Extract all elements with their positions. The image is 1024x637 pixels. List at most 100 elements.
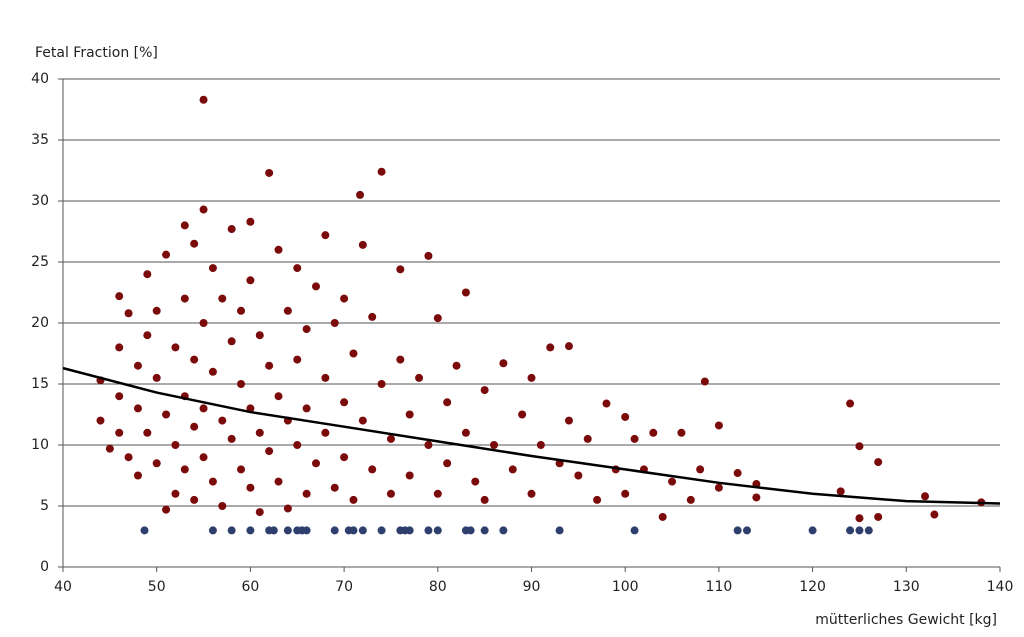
point (293, 264, 302, 273)
point (330, 319, 339, 327)
point (283, 306, 292, 315)
point (199, 453, 208, 462)
point (274, 477, 283, 486)
point (499, 526, 508, 535)
point (508, 465, 517, 474)
point (340, 453, 349, 462)
point (274, 392, 283, 401)
point (115, 428, 124, 437)
point (330, 526, 339, 535)
point (630, 434, 639, 443)
point (124, 453, 133, 462)
point (96, 416, 105, 425)
point (246, 217, 255, 226)
point (443, 459, 452, 468)
point (349, 526, 358, 535)
point (630, 526, 639, 535)
point (874, 512, 883, 521)
point (461, 288, 470, 297)
point (714, 421, 723, 430)
point (405, 410, 414, 419)
point (311, 282, 320, 291)
point (668, 477, 677, 486)
point (115, 343, 124, 352)
point (143, 428, 152, 437)
x-tick-label: 100 (612, 579, 639, 595)
point (162, 410, 171, 419)
point (208, 367, 217, 376)
point (143, 331, 152, 340)
point (321, 231, 330, 240)
point (433, 526, 442, 535)
point (283, 504, 292, 513)
point (162, 505, 171, 514)
point (133, 361, 142, 370)
point (368, 465, 377, 474)
point (386, 489, 395, 498)
point (356, 190, 365, 199)
y-tick-label: 35 (31, 132, 49, 148)
point (443, 398, 452, 407)
point (255, 508, 264, 517)
y-tick-label: 15 (31, 376, 49, 392)
point (133, 471, 142, 480)
point (302, 404, 311, 413)
point (377, 526, 386, 535)
point (396, 265, 405, 274)
point (452, 361, 461, 370)
point (490, 441, 499, 449)
point (208, 477, 217, 486)
point (208, 526, 217, 535)
point (527, 489, 536, 498)
point (190, 355, 199, 364)
point (846, 526, 855, 535)
point (152, 306, 161, 315)
point (855, 442, 864, 451)
point (274, 245, 283, 254)
point (237, 465, 246, 474)
point (105, 444, 114, 453)
point (152, 459, 161, 468)
point (340, 398, 349, 407)
point (180, 294, 189, 303)
point (237, 306, 246, 315)
point (405, 526, 414, 535)
point (536, 441, 545, 449)
point (377, 380, 386, 388)
point (283, 526, 292, 535)
point (808, 526, 817, 535)
point (246, 526, 255, 535)
point (930, 510, 939, 519)
point (199, 95, 208, 104)
point (330, 483, 339, 492)
point (265, 447, 274, 456)
point (218, 502, 227, 510)
point (471, 477, 480, 486)
point (743, 526, 752, 535)
point (499, 359, 508, 368)
point (190, 239, 199, 248)
point (152, 373, 161, 382)
point (649, 428, 658, 437)
point (564, 342, 573, 351)
point (855, 526, 864, 535)
point (358, 416, 367, 425)
point (433, 489, 442, 498)
x-tick-label: 140 (987, 579, 1014, 595)
point (733, 469, 742, 478)
point (836, 487, 845, 496)
point (133, 404, 142, 413)
y-tick-label: 5 (40, 498, 49, 514)
point (396, 355, 405, 364)
point (255, 331, 264, 340)
point (574, 471, 583, 480)
point (583, 434, 592, 443)
point (124, 309, 133, 318)
point (227, 337, 236, 346)
point (269, 526, 278, 535)
point (480, 526, 489, 535)
point (921, 492, 930, 501)
point (466, 526, 475, 535)
point (527, 373, 536, 382)
point (733, 526, 742, 535)
